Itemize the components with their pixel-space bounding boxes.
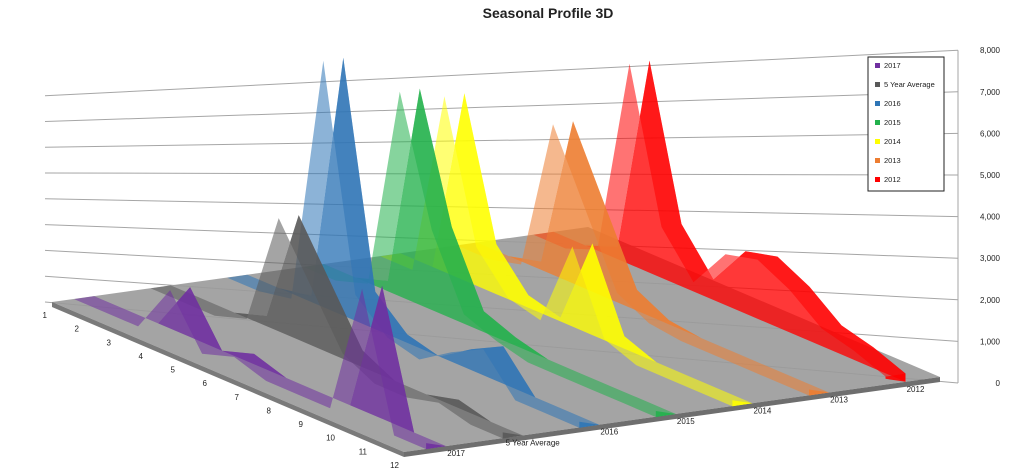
series-areas [74, 57, 906, 450]
legend-swatch [875, 177, 880, 182]
series-area [323, 88, 676, 414]
gridline [44, 172, 959, 176]
series-area-side [457, 121, 829, 396]
legend-swatch [875, 101, 880, 106]
x-tick-label: 8 [267, 407, 272, 416]
depth-tick-label: 2012 [907, 385, 925, 394]
x-tick-label: 11 [359, 447, 368, 456]
y-tick-label: 8,000 [980, 46, 1001, 55]
floor-edge [404, 377, 940, 457]
legend: 2017 5 Year Average 2016 2015 2014 2013 2012 [867, 56, 945, 192]
y-tick-label: 5,000 [980, 171, 1001, 180]
legend-entry: 2014 [884, 137, 901, 146]
depth-tick-label: 5 Year Average [506, 438, 561, 447]
series-area-end [809, 389, 829, 396]
series-2014 [380, 93, 753, 407]
series-2012 [533, 60, 906, 382]
x-tick-label: 7 [235, 393, 240, 402]
depth-tick-label: 2015 [677, 417, 695, 426]
series-area-side [303, 88, 676, 417]
series-area [477, 121, 829, 393]
legend-entry: 2015 [884, 118, 901, 127]
x-tick-label: 6 [203, 379, 208, 388]
chart-title: Seasonal Profile 3D [483, 5, 614, 21]
series-area-end [732, 400, 753, 407]
series-area-end [579, 421, 600, 428]
x-tick-label: 2 [75, 325, 80, 334]
y-tick-label: 0 [996, 379, 1001, 388]
legend-swatch [875, 139, 880, 144]
series-5-year-average [150, 215, 523, 439]
series-2016 [227, 57, 600, 428]
gridline [44, 91, 959, 122]
y-tick-label: 7,000 [980, 88, 1001, 97]
depth-tick-label: 2017 [447, 449, 465, 458]
legend-box [867, 56, 945, 192]
series-area-end [655, 411, 676, 417]
x-tick-label: 12 [390, 461, 399, 469]
depth-tick-label: 2016 [600, 428, 618, 437]
series-area [94, 285, 447, 447]
legend-entry: 2017 [884, 61, 901, 70]
depth-tick-label: 2014 [754, 406, 772, 415]
y-tick-label: 3,000 [980, 254, 1001, 263]
series-area [170, 215, 523, 436]
x-tick-label: 1 [43, 311, 48, 320]
series-area [247, 57, 600, 425]
series-area [400, 93, 753, 404]
x-tick-label: 4 [139, 352, 144, 361]
legend-entry: 2016 [884, 99, 901, 108]
depth-tick-label: 2013 [830, 396, 848, 405]
series-area-side [74, 285, 447, 450]
y-tick-label: 1,000 [980, 337, 1001, 346]
series-2015 [303, 88, 676, 417]
series-area-side [227, 57, 600, 428]
legend-entry: 5 Year Average [884, 80, 935, 89]
legend-entry: 2012 [884, 175, 901, 184]
x-tick-label: 5 [171, 366, 176, 375]
floor-edge [52, 302, 404, 457]
series-2017 [74, 285, 447, 450]
series-area-end [426, 443, 447, 450]
x-tick-label: 9 [299, 420, 304, 429]
y-tick-label: 4,000 [980, 213, 1001, 222]
y-tick-label: 6,000 [980, 129, 1001, 138]
legend-swatch [875, 82, 880, 87]
gridline [44, 132, 959, 148]
legend-swatch [875, 63, 880, 68]
legend-entry: 2013 [884, 156, 901, 165]
legend-swatch [875, 158, 880, 163]
x-tick-label: 10 [326, 434, 335, 443]
gridline [44, 49, 959, 97]
series-2013 [457, 121, 829, 396]
series-area-end [502, 432, 523, 439]
legend-swatch [875, 120, 880, 125]
series-area [553, 60, 906, 382]
y-tick-label: 2,000 [980, 296, 1001, 305]
x-tick-label: 3 [107, 338, 112, 347]
gridline [44, 198, 959, 218]
series-area-end [885, 373, 906, 382]
